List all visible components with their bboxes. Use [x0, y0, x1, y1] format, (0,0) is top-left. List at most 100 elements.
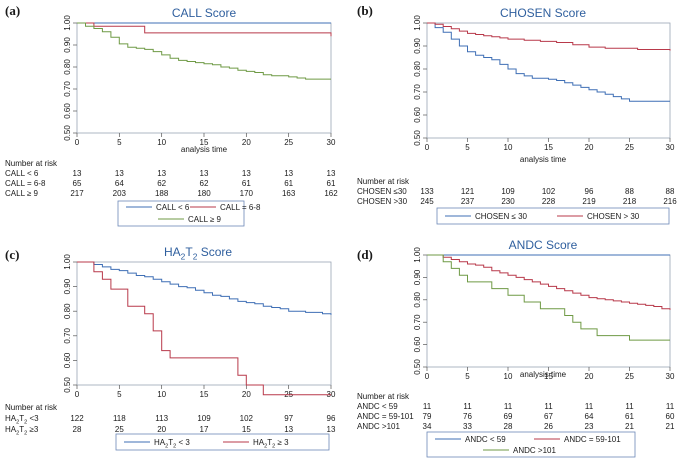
risk-value: 61 [284, 179, 293, 188]
risk-value: 97 [284, 414, 293, 423]
risk-value: 102 [542, 187, 556, 196]
y-tick-label: 0.90 [63, 278, 72, 294]
x-tick-label: 15 [544, 143, 553, 152]
y-tick-label: 0.70 [413, 314, 422, 330]
risk-value: 170 [240, 189, 254, 198]
x-tick-label: 30 [327, 138, 336, 147]
risk-value: 88 [625, 187, 634, 196]
x-tick-label: 25 [625, 372, 634, 381]
risk-value: 28 [73, 425, 82, 434]
risk-value: 23 [585, 422, 594, 431]
risk-value: 76 [463, 412, 472, 421]
risk-value: 13 [73, 169, 82, 178]
y-tick-label: 0.50 [413, 359, 422, 375]
chart-title-part: 2 [193, 252, 198, 262]
risk-row-label-part: 2 [16, 430, 19, 436]
risk-table-header: Number at risk [5, 403, 58, 412]
x-tick-label: 20 [242, 390, 251, 399]
risk-value: 218 [623, 197, 637, 206]
risk-value: 216 [663, 197, 677, 206]
risk-value: 15 [242, 425, 251, 434]
chart-title: CALL Score [172, 6, 237, 20]
risk-value: 11 [625, 402, 634, 411]
legend-box [426, 431, 636, 458]
risk-table-header: Number at risk [5, 159, 58, 168]
y-tick-label: 0.70 [413, 84, 422, 100]
chart-title-part: HA [164, 245, 181, 259]
risk-row-label-part: HA [5, 414, 17, 423]
risk-row-label-part: <3 [27, 414, 39, 423]
y-tick-label: 0.80 [413, 61, 422, 77]
y-tick-label: 0.90 [413, 38, 422, 54]
legend-label-part: 2 [264, 443, 267, 449]
series-line-1 [427, 22, 671, 51]
legend-label: ANDC >101 [513, 446, 556, 455]
risk-value: 13 [284, 425, 293, 434]
risk-value: 228 [542, 197, 556, 206]
risk-table-header: Number at risk [357, 177, 410, 186]
legend-label: HA2T2 < 3 [154, 438, 190, 449]
risk-value: 13 [157, 169, 166, 178]
x-tick-label: 15 [200, 138, 209, 147]
risk-value: 203 [113, 189, 127, 198]
risk-row-label: ANDC >101 [357, 422, 400, 431]
x-axis-label: analysis time [520, 370, 567, 379]
legend-label-part: 2 [173, 443, 176, 449]
legend-label: ANDC < 59 [465, 435, 506, 444]
x-tick-label: 5 [117, 138, 122, 147]
y-tick-label: 0.90 [413, 269, 422, 285]
y-tick-label: 1.00 [63, 254, 72, 270]
legend-label-part: HA [253, 438, 265, 447]
risk-row-label-part: ≥3 [27, 425, 39, 434]
x-tick-label: 0 [75, 390, 80, 399]
risk-value: 122 [70, 414, 84, 423]
x-tick-label: 10 [504, 372, 513, 381]
legend-box [436, 207, 670, 225]
x-tick-label: 5 [465, 143, 470, 152]
legend-label: CALL < 6 [156, 203, 190, 212]
risk-value: 64 [115, 179, 124, 188]
series-line-1 [427, 254, 671, 310]
series-line-1 [77, 22, 332, 37]
x-tick-label: 25 [625, 143, 634, 152]
risk-value: 26 [544, 422, 553, 431]
risk-value: 133 [420, 187, 434, 196]
x-tick-label: 10 [504, 143, 513, 152]
risk-row-label: CALL = 6-8 [5, 179, 46, 188]
risk-value: 21 [666, 422, 675, 431]
risk-value: 13 [327, 169, 336, 178]
risk-value: 65 [73, 179, 82, 188]
y-tick-label: 0.80 [63, 303, 72, 319]
risk-table-header: Number at risk [357, 392, 410, 401]
risk-value: 188 [155, 189, 169, 198]
risk-value: 13 [284, 169, 293, 178]
risk-row-label: HA2T2 <3 [5, 414, 39, 425]
risk-value: 17 [200, 425, 209, 434]
risk-row-label: CHOSEN ≤30 [357, 187, 407, 196]
legend-label: CALL ≥ 9 [188, 215, 222, 224]
legend-label-part: HA [154, 438, 166, 447]
risk-row-label: ANDC < 59 [357, 402, 398, 411]
risk-row-label-part: 2 [16, 419, 19, 425]
x-tick-label: 20 [585, 143, 594, 152]
y-tick-label: 0.70 [63, 327, 72, 343]
risk-value: 64 [585, 412, 594, 421]
y-tick-label: 1.00 [63, 15, 72, 31]
risk-value: 11 [463, 402, 472, 411]
legend-label: ANDC = 59-101 [564, 435, 621, 444]
legend-label-part: 2 [272, 443, 275, 449]
risk-value: 20 [157, 425, 166, 434]
risk-value: 60 [666, 412, 675, 421]
chart-title: ANDC Score [509, 238, 578, 252]
y-tick-label: 0.80 [413, 291, 422, 307]
x-tick-label: 30 [666, 372, 675, 381]
y-tick-label: 0.50 [63, 125, 72, 141]
risk-value: 13 [115, 169, 124, 178]
risk-row-label-part: 2 [24, 419, 27, 425]
panel-label: (d) [357, 247, 373, 262]
y-tick-label: 0.70 [63, 81, 72, 97]
y-tick-label: 0.60 [63, 352, 72, 368]
y-tick-label: 0.50 [63, 377, 72, 393]
risk-value: 180 [197, 189, 211, 198]
